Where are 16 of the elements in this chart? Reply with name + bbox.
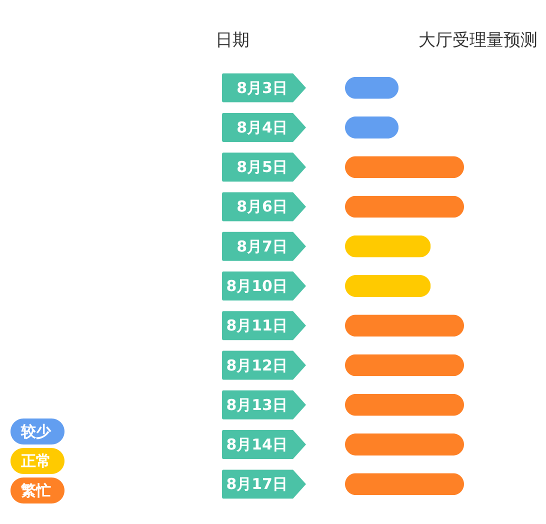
y-tick-label: 8月6日 xyxy=(236,198,288,216)
text: 较少 xyxy=(20,422,52,440)
y-axis-title: 日期 xyxy=(216,30,250,50)
y-tick-label: 8月13日 xyxy=(226,396,288,414)
y-tick-label: 8月5日 xyxy=(236,158,288,176)
y-tick-label: 8月4日 xyxy=(236,118,288,136)
y-tick-label: 8月11日 xyxy=(226,316,288,335)
y-tick-label: 8月10日 xyxy=(226,277,288,295)
y-tick-label: 8月3日 xyxy=(236,78,288,97)
y-tick-label: 8月17日 xyxy=(226,475,288,494)
y-tick-label: 8月14日 xyxy=(226,436,288,454)
text: 正常 xyxy=(20,452,51,470)
text: 繁忙 xyxy=(20,482,51,500)
y-tick-label: 8月12日 xyxy=(226,356,288,374)
y-tick-label: 8月7日 xyxy=(236,237,288,256)
x-axis-title: 大厅受理量预测 xyxy=(418,30,538,50)
